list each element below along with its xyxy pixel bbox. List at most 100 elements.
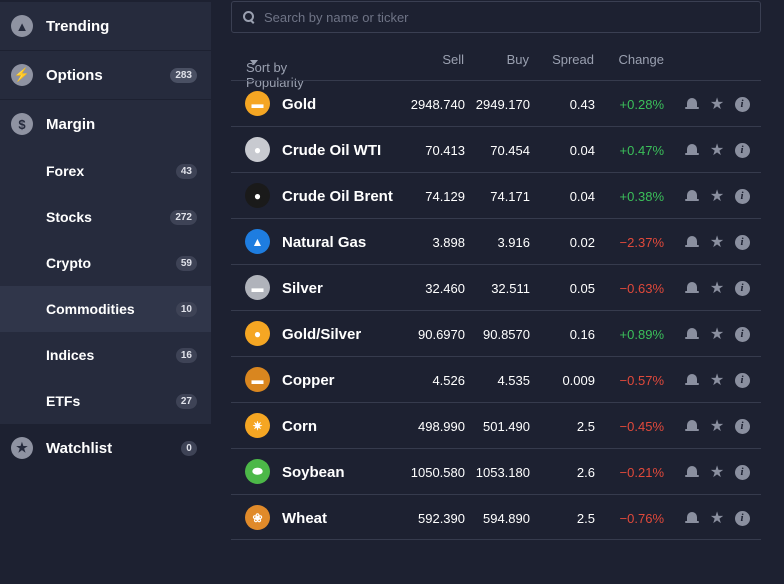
- spread-value: 0.04: [569, 189, 595, 204]
- flame-icon: ▲: [245, 229, 270, 254]
- sidebar-item-commodities[interactable]: Commodities 10: [0, 286, 211, 332]
- nav-margin[interactable]: $ Margin: [0, 100, 211, 148]
- table-row[interactable]: ✷ Corn 498.990 501.490 2.5 −0.45% ★ i: [231, 402, 761, 448]
- spread-value: 0.16: [569, 327, 595, 342]
- flame-icon: ▲: [11, 15, 33, 37]
- buy-price: 1053.180: [475, 465, 530, 480]
- spread-value: 0.43: [569, 97, 595, 112]
- table-row[interactable]: ▲ Natural Gas 3.898 3.916 0.02 −2.37% ★ i: [231, 218, 761, 264]
- info-icon[interactable]: i: [733, 371, 751, 389]
- sell-price: 32.460: [425, 281, 465, 296]
- table-header: Sort by Popularity Sell Buy Spread Chang…: [231, 44, 761, 90]
- info-icon[interactable]: i: [733, 325, 751, 343]
- wheat-icon: ❀: [245, 505, 270, 530]
- star-icon[interactable]: ★: [709, 326, 725, 343]
- sidebar-item-label: Forex: [46, 163, 85, 179]
- oil-drop-icon: ●: [245, 137, 270, 162]
- bell-icon[interactable]: [683, 463, 701, 481]
- buy-price: 501.490: [483, 419, 530, 434]
- change-value: +0.38%: [619, 189, 664, 204]
- bell-icon[interactable]: [683, 325, 701, 343]
- nav-trending[interactable]: ▲ Trending: [0, 2, 211, 50]
- count-badge: 43: [175, 163, 197, 179]
- nav-trending-label: Trending: [46, 17, 110, 35]
- star-icon[interactable]: ★: [709, 280, 725, 297]
- count-badge: 27: [175, 393, 197, 409]
- sell-price: 70.413: [425, 143, 465, 158]
- info-icon[interactable]: i: [733, 95, 751, 113]
- instrument-name: Crude Oil Brent: [282, 188, 393, 205]
- instrument-name: Copper: [282, 372, 335, 389]
- buy-price: 32.511: [491, 281, 530, 296]
- count-badge: 10: [175, 301, 197, 317]
- change-value: −0.57%: [619, 373, 664, 388]
- gold-bars-icon: ▬: [245, 91, 270, 116]
- corn-icon: ✷: [245, 413, 270, 438]
- spread-value: 2.6: [576, 465, 595, 480]
- change-value: +0.28%: [619, 97, 664, 112]
- table-row[interactable]: ▬ Copper 4.526 4.535 0.009 −0.57% ★ i: [231, 356, 761, 402]
- info-icon[interactable]: i: [733, 141, 751, 159]
- table-row[interactable]: ❀ Wheat 592.390 594.890 2.5 −0.76% ★ i: [231, 494, 761, 540]
- options-count-badge: 283: [170, 67, 197, 83]
- bell-icon[interactable]: [683, 141, 701, 159]
- instrument-name: Wheat: [282, 510, 327, 527]
- bell-icon[interactable]: [683, 509, 701, 527]
- search-input[interactable]: [264, 9, 744, 25]
- nav-options[interactable]: ⚡ Options 283: [0, 51, 211, 99]
- star-icon[interactable]: ★: [709, 142, 725, 159]
- bell-icon[interactable]: [683, 417, 701, 435]
- info-icon[interactable]: i: [733, 279, 751, 297]
- bell-icon[interactable]: [683, 95, 701, 113]
- change-value: +0.47%: [619, 143, 664, 158]
- star-icon: ★: [11, 437, 33, 459]
- bell-icon[interactable]: [683, 371, 701, 389]
- info-icon[interactable]: i: [733, 233, 751, 251]
- sidebar-item-forex[interactable]: Forex 43: [0, 148, 211, 194]
- bell-icon[interactable]: [683, 279, 701, 297]
- nav-watchlist[interactable]: ★ Watchlist 0: [0, 424, 211, 472]
- sidebar-item-label: Commodities: [46, 301, 135, 317]
- sell-price: 90.6970: [418, 327, 465, 342]
- buy-price: 4.535: [497, 373, 530, 388]
- info-icon[interactable]: i: [733, 463, 751, 481]
- sidebar-item-stocks[interactable]: Stocks 272: [0, 194, 211, 240]
- table-row[interactable]: ▬ Gold 2948.740 2949.170 0.43 +0.28% ★ i: [231, 80, 761, 126]
- change-value: −0.63%: [619, 281, 664, 296]
- sell-price: 74.129: [425, 189, 465, 204]
- star-icon[interactable]: ★: [709, 188, 725, 205]
- bell-icon[interactable]: [683, 187, 701, 205]
- change-value: +0.89%: [619, 327, 664, 342]
- star-icon[interactable]: ★: [709, 96, 725, 113]
- table-row[interactable]: ▬ Silver 32.460 32.511 0.05 −0.63% ★ i: [231, 264, 761, 310]
- info-icon[interactable]: i: [733, 187, 751, 205]
- header-change: Change: [618, 52, 664, 67]
- info-icon[interactable]: i: [733, 509, 751, 527]
- buy-price: 594.890: [483, 511, 530, 526]
- header-spread: Spread: [552, 52, 594, 67]
- sidebar-item-crypto[interactable]: Crypto 59: [0, 240, 211, 286]
- table-row[interactable]: ● Gold/Silver 90.6970 90.8570 0.16 +0.89% ★ i: [231, 310, 761, 356]
- table-row[interactable]: ● Crude Oil Brent 74.129 74.171 0.04 +0.38% ★ i: [231, 172, 761, 218]
- info-icon[interactable]: i: [733, 417, 751, 435]
- caret-down-icon: [250, 60, 258, 65]
- star-icon[interactable]: ★: [709, 418, 725, 435]
- bell-icon[interactable]: [683, 233, 701, 251]
- star-icon[interactable]: ★: [709, 372, 725, 389]
- star-icon[interactable]: ★: [709, 510, 725, 527]
- search-icon: [243, 11, 255, 23]
- sell-price: 2948.740: [410, 97, 465, 112]
- silver-bars-icon: ▬: [245, 275, 270, 300]
- star-icon[interactable]: ★: [709, 464, 725, 481]
- instrument-list: ▬ Gold 2948.740 2949.170 0.43 +0.28% ★ i ● Crude …: [231, 80, 761, 540]
- table-row[interactable]: ● Crude Oil WTI 70.413 70.454 0.04 +0.47% ★ i: [231, 126, 761, 172]
- instrument-name: Soybean: [282, 464, 345, 481]
- star-icon[interactable]: ★: [709, 234, 725, 251]
- copper-bar-icon: ▬: [245, 367, 270, 392]
- table-row[interactable]: ⬬ Soybean 1050.580 1053.180 2.6 −0.21% ★ i: [231, 448, 761, 494]
- change-value: −2.37%: [619, 235, 664, 250]
- nav-margin-label: Margin: [46, 115, 96, 133]
- sidebar-item-etfs[interactable]: ETFs 27: [0, 378, 211, 424]
- sidebar-item-indices[interactable]: Indices 16: [0, 332, 211, 378]
- nav-watchlist-label: Watchlist: [46, 439, 113, 457]
